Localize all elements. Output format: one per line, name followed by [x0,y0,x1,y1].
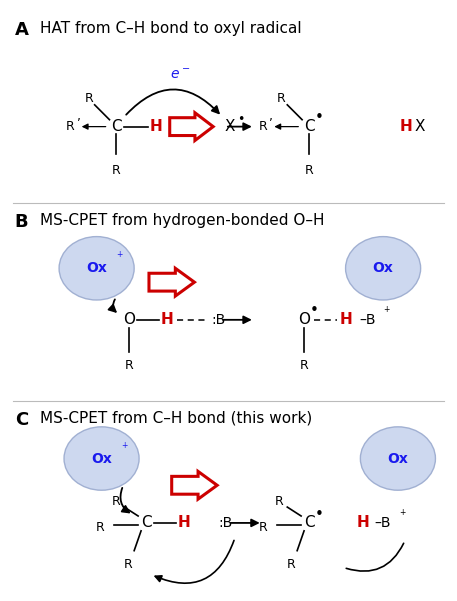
Polygon shape [149,268,194,296]
Text: H: H [399,119,412,134]
Text: X: X [225,119,235,134]
Text: H: H [149,119,162,134]
Text: O: O [298,313,310,328]
Text: R: R [125,359,133,373]
Text: R: R [287,558,296,570]
Text: R: R [85,93,93,105]
Ellipse shape [345,237,420,300]
Text: C: C [304,119,314,134]
Polygon shape [170,113,213,141]
Text: O: O [123,313,135,328]
Text: R: R [112,164,121,177]
Text: A: A [15,20,28,38]
Text: :B: :B [211,313,225,327]
Text: R: R [259,522,267,534]
Text: R: R [259,120,267,133]
Text: $^+$: $^+$ [120,441,129,451]
Text: HAT from C–H bond to oxyl radical: HAT from C–H bond to oxyl radical [40,20,302,35]
Ellipse shape [361,427,436,490]
Ellipse shape [59,237,134,300]
Text: R: R [66,120,75,133]
Text: ,: , [77,110,81,123]
Text: Ox: Ox [91,451,112,466]
Text: H: H [177,516,190,531]
Text: MS-CPET from C–H bond (this work): MS-CPET from C–H bond (this work) [40,411,313,426]
Polygon shape [172,471,217,499]
Text: C: C [141,516,151,531]
Text: H: H [339,313,352,328]
Ellipse shape [64,427,139,490]
Text: $e^-$: $e^-$ [170,68,191,82]
Text: •: • [237,113,244,126]
Text: R: R [124,558,133,570]
Text: C: C [304,516,314,531]
Text: $^+$: $^+$ [383,305,392,315]
Text: •: • [309,304,319,319]
Text: R: R [96,522,105,534]
Text: R: R [275,495,284,508]
Text: MS-CPET from hydrogen-bonded O–H: MS-CPET from hydrogen-bonded O–H [40,213,325,228]
Text: B: B [15,213,28,231]
Text: ,: , [270,110,273,123]
Text: H: H [160,313,173,328]
Text: X: X [414,119,425,134]
Text: •: • [314,507,323,522]
Text: C: C [15,411,28,429]
Text: Ox: Ox [388,451,409,466]
Text: C: C [111,119,122,134]
Text: R: R [277,93,286,105]
Text: –B: –B [375,516,391,530]
Text: –B: –B [359,313,376,327]
Text: R: R [305,164,314,177]
Text: R: R [300,359,308,373]
Text: :B: :B [218,516,232,530]
Text: H: H [357,516,370,531]
Text: Ox: Ox [372,261,393,275]
Text: R: R [112,495,121,508]
Text: $^+$: $^+$ [115,251,124,260]
Text: •: • [314,110,323,125]
Text: Ox: Ox [86,261,107,275]
Text: $^+$: $^+$ [398,508,408,518]
